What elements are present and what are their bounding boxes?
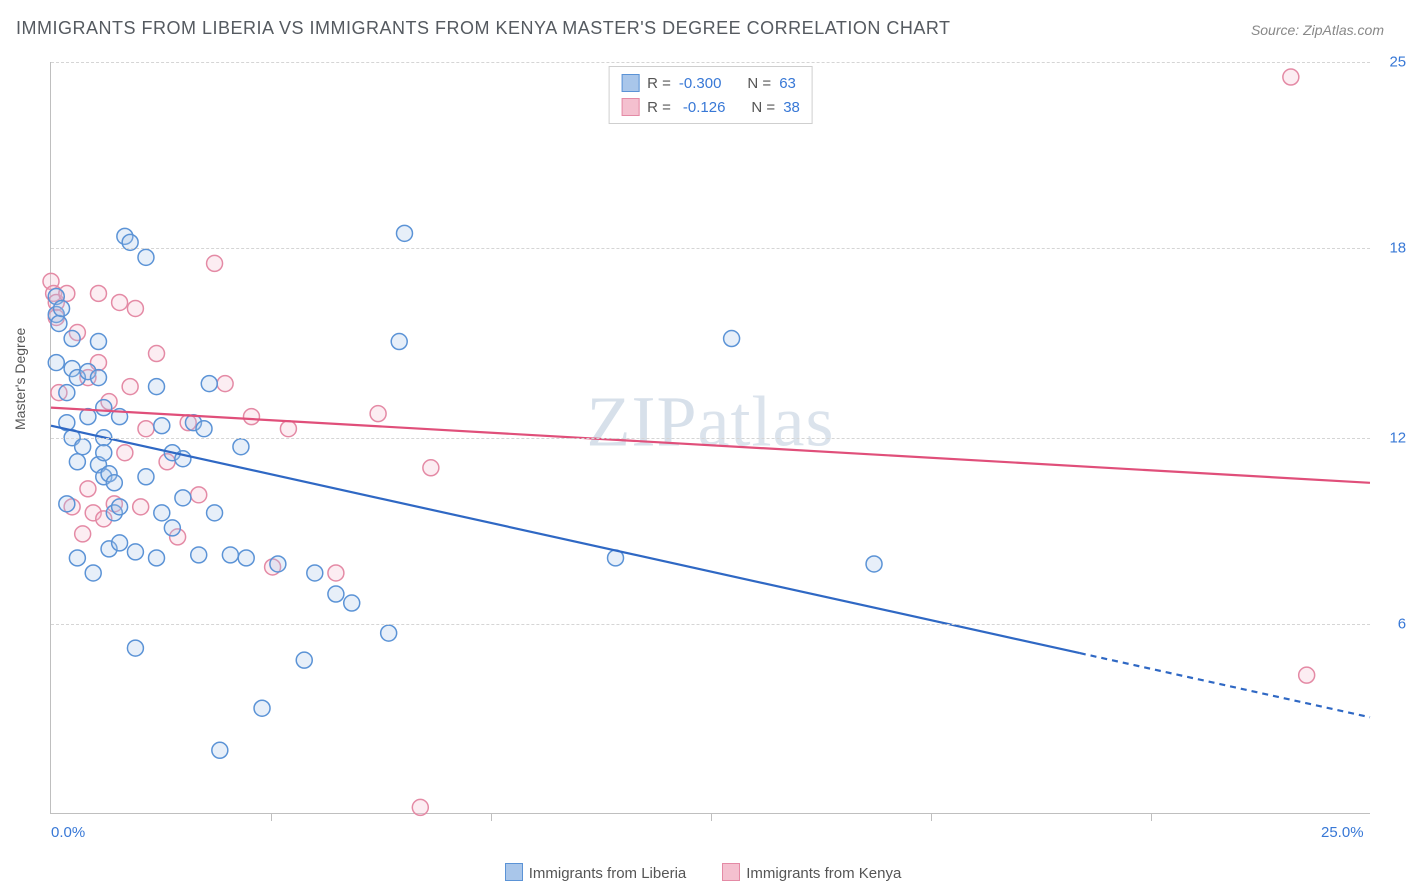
data-point [164,520,180,536]
data-point [201,376,217,392]
data-point [243,409,259,425]
data-point [724,331,740,347]
x-minor-tick [931,813,932,821]
data-point [85,565,101,581]
plot-area: ZIPatlas R = -0.300 N = 63 R = -0.126 N … [50,62,1370,814]
data-point [149,379,165,395]
data-point [381,625,397,641]
legend-swatch-liberia [505,863,523,881]
data-point [138,469,154,485]
data-point [127,544,143,560]
data-point [307,565,323,581]
regression-line [51,426,1080,653]
data-point [112,535,128,551]
data-point [90,334,106,350]
legend-swatch-kenya [722,863,740,881]
regression-line [1080,653,1370,717]
data-point [138,249,154,265]
data-point [238,550,254,566]
data-point [69,550,85,566]
data-point [154,505,170,521]
legend-bottom: Immigrants from Liberia Immigrants from … [0,863,1406,882]
data-point [112,294,128,310]
y-tick-label: 25.0% [1376,54,1406,71]
legend-label-liberia: Immigrants from Liberia [529,865,687,882]
y-axis-label: Master's Degree [12,328,28,430]
x-minor-tick [271,813,272,821]
data-point [212,742,228,758]
data-point [866,556,882,572]
data-point [149,346,165,362]
x-minor-tick [491,813,492,821]
data-point [196,421,212,437]
legend-item-kenya: Immigrants from Kenya [722,863,901,882]
chart-title: IMMIGRANTS FROM LIBERIA VS IMMIGRANTS FR… [16,18,951,39]
data-point [270,556,286,572]
data-point [51,316,67,332]
data-point [217,376,233,392]
y-tick-label: 12.5% [1376,430,1406,447]
x-tick-label: 25.0% [1321,824,1364,841]
x-minor-tick [1151,813,1152,821]
source-attribution: Source: ZipAtlas.com [1251,22,1384,38]
data-point [254,700,270,716]
data-point [396,225,412,241]
x-tick-label: 0.0% [51,824,85,841]
data-point [423,460,439,476]
data-point [191,547,207,563]
x-minor-tick [711,813,712,821]
data-point [112,499,128,515]
gridline [51,624,1370,625]
data-point [207,255,223,271]
data-point [328,586,344,602]
data-point [59,385,75,401]
data-point [222,547,238,563]
data-point [69,454,85,470]
data-point [149,550,165,566]
gridline [51,248,1370,249]
data-point [75,526,91,542]
legend-item-liberia: Immigrants from Liberia [505,863,687,882]
data-point [138,421,154,437]
data-point [280,421,296,437]
data-point [59,496,75,512]
data-point [90,285,106,301]
data-point [54,300,70,316]
data-point [296,652,312,668]
data-point [127,640,143,656]
legend-label-kenya: Immigrants from Kenya [746,865,901,882]
data-point [122,379,138,395]
data-point [96,400,112,416]
data-point [96,445,112,461]
y-tick-label: 6.3% [1376,616,1406,633]
data-point [48,355,64,371]
data-point [80,481,96,497]
data-point [1299,667,1315,683]
source-name: ZipAtlas.com [1303,22,1384,38]
source-prefix: Source: [1251,22,1303,38]
data-point [370,406,386,422]
data-point [412,799,428,815]
data-point [75,439,91,455]
data-point [127,300,143,316]
data-point [391,334,407,350]
data-point [154,418,170,434]
data-point [191,487,207,503]
y-tick-label: 18.8% [1376,240,1406,257]
data-point [328,565,344,581]
data-point [1283,69,1299,85]
data-point [175,490,191,506]
data-point [64,331,80,347]
data-point [106,475,122,491]
gridline [51,438,1370,439]
data-point [117,445,133,461]
data-point [233,439,249,455]
data-point [90,370,106,386]
chart-container: IMMIGRANTS FROM LIBERIA VS IMMIGRANTS FR… [0,0,1406,892]
data-point [207,505,223,521]
data-point [133,499,149,515]
data-point [344,595,360,611]
gridline [51,62,1370,63]
